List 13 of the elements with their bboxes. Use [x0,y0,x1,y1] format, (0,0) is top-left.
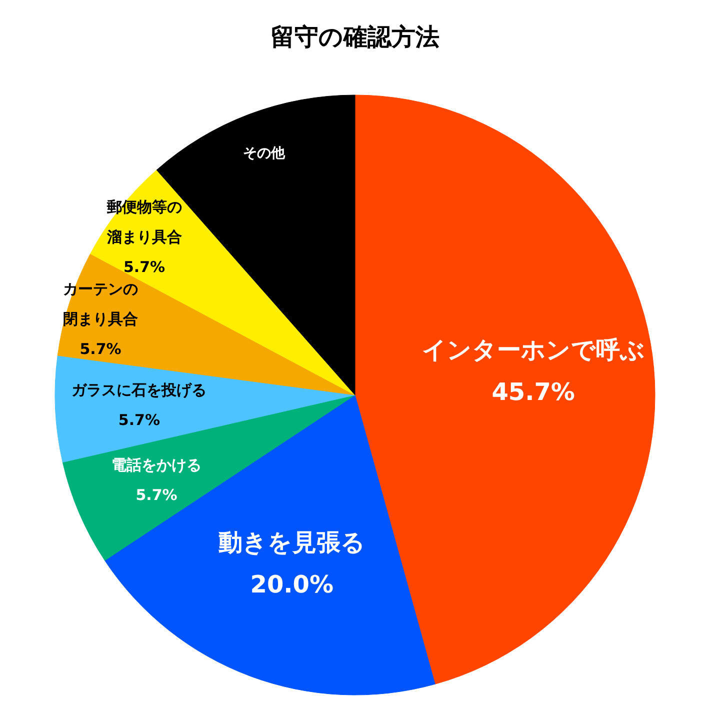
chart-title: 留守の確認方法 [270,23,440,51]
data-label: 5.7% [80,340,122,358]
slice-label: インターホンで呼ぶ [422,336,645,364]
data-label: 45.7% [492,378,575,406]
slice-label: 電話をかける [112,456,202,474]
data-label: 5.7% [123,258,166,276]
slice-label: 動きを見張る [217,528,366,557]
data-label: 5.7% [118,411,160,430]
data-label: 20.0% [250,570,334,599]
slice-label: ガラスに石を投げる [72,381,207,400]
slice-label: その他 [242,146,286,162]
slice-label: 郵便物等の溜まり具合 [106,198,182,246]
data-label: 5.7% [136,486,178,504]
